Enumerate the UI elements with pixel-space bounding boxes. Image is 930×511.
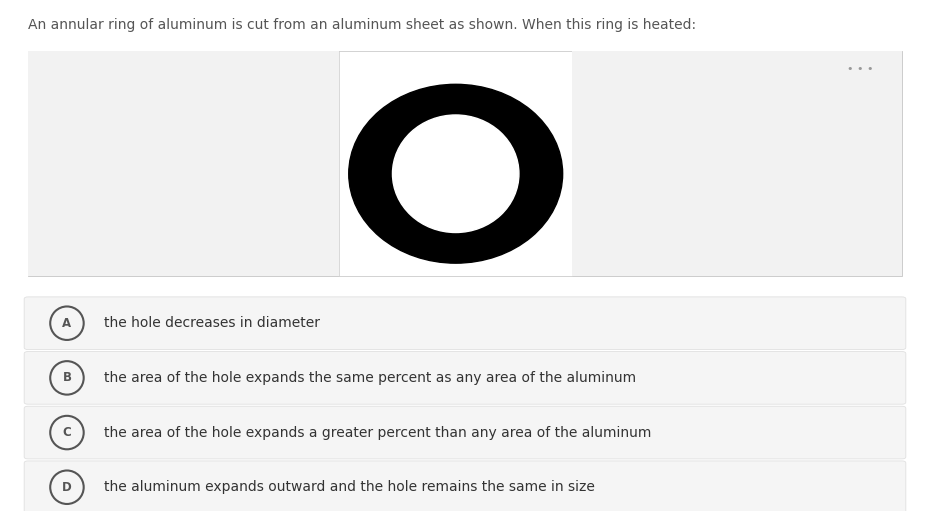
FancyBboxPatch shape <box>24 461 906 511</box>
Ellipse shape <box>349 84 563 263</box>
Text: the area of the hole expands a greater percent than any area of the aluminum: the area of the hole expands a greater p… <box>104 426 652 439</box>
Text: the hole decreases in diameter: the hole decreases in diameter <box>104 316 320 330</box>
Text: B: B <box>62 371 72 384</box>
Text: D: D <box>62 481 72 494</box>
FancyBboxPatch shape <box>24 297 906 350</box>
Text: • • •: • • • <box>847 64 873 74</box>
FancyBboxPatch shape <box>24 406 906 459</box>
Text: A: A <box>62 317 72 330</box>
Bar <box>28 51 339 276</box>
Text: the aluminum expands outward and the hole remains the same in size: the aluminum expands outward and the hol… <box>104 480 595 494</box>
Bar <box>572 51 902 276</box>
Bar <box>28 51 902 276</box>
Bar <box>339 51 572 276</box>
Text: the area of the hole expands the same percent as any area of the aluminum: the area of the hole expands the same pe… <box>104 371 636 385</box>
FancyBboxPatch shape <box>24 352 906 404</box>
Text: An annular ring of aluminum is cut from an aluminum sheet as shown. When this ri: An annular ring of aluminum is cut from … <box>28 18 696 32</box>
Text: C: C <box>62 426 72 439</box>
Ellipse shape <box>392 115 519 233</box>
